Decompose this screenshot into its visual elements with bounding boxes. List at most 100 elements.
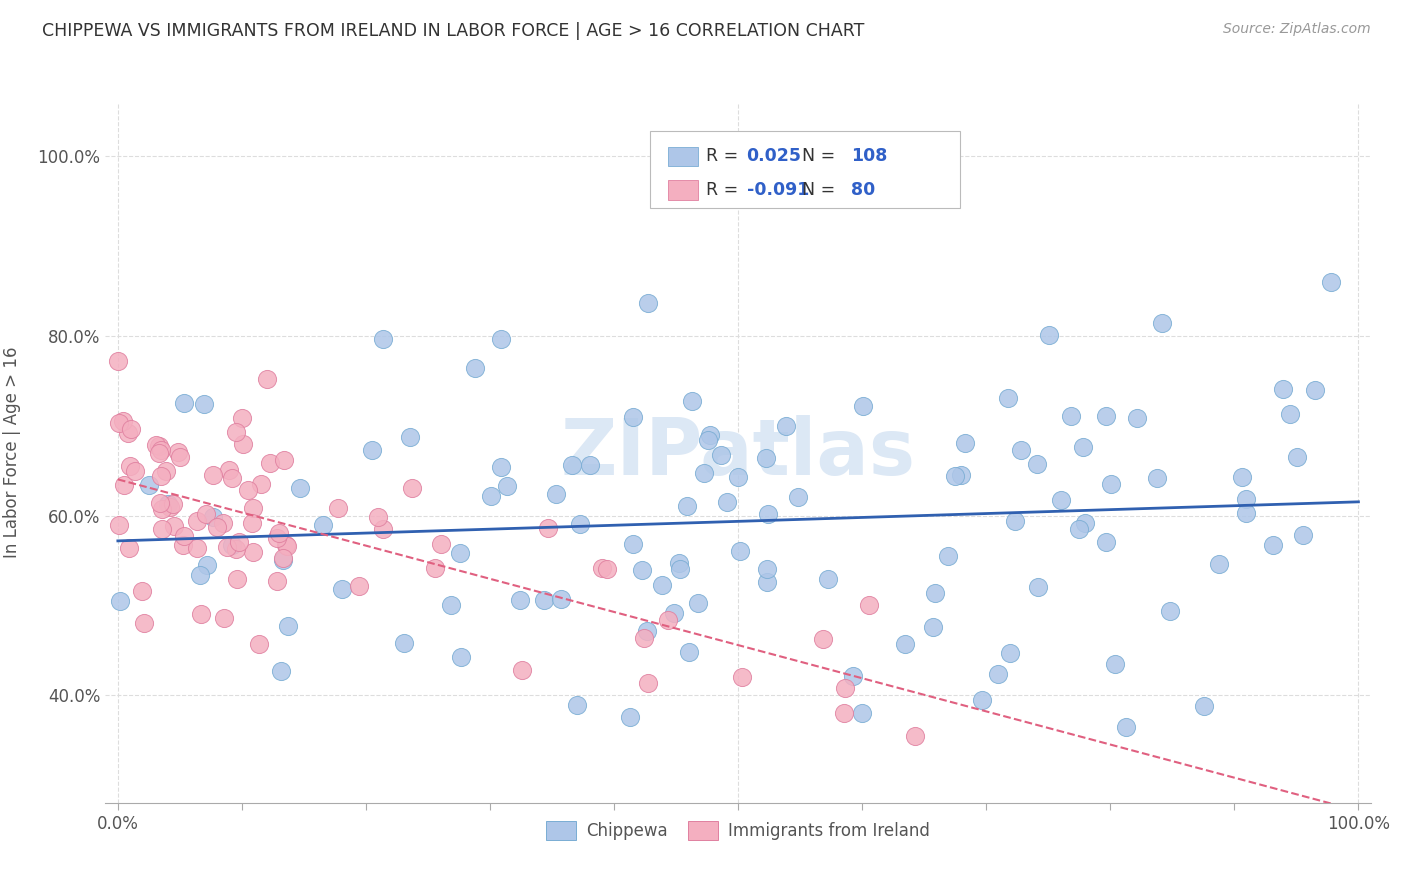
Point bbox=[1074, 516, 1097, 530]
Point bbox=[225, 425, 247, 439]
Point bbox=[1095, 534, 1118, 549]
Point bbox=[953, 436, 976, 450]
Point bbox=[716, 495, 738, 509]
Point bbox=[1279, 407, 1302, 421]
Point bbox=[276, 539, 298, 553]
Point bbox=[1271, 382, 1294, 396]
Point bbox=[561, 458, 583, 473]
Point bbox=[193, 397, 215, 411]
Point bbox=[118, 458, 141, 473]
Point bbox=[1026, 580, 1049, 594]
Point bbox=[373, 522, 395, 536]
Point bbox=[479, 489, 502, 503]
Point bbox=[1292, 528, 1315, 542]
Point bbox=[949, 467, 972, 482]
Point bbox=[195, 558, 218, 572]
Point bbox=[904, 730, 927, 744]
Point bbox=[449, 546, 471, 560]
Point bbox=[367, 509, 389, 524]
Point bbox=[149, 469, 172, 483]
Point bbox=[274, 538, 297, 552]
Point bbox=[509, 593, 531, 607]
Point bbox=[496, 479, 519, 493]
Point bbox=[579, 458, 602, 473]
Text: R =: R = bbox=[706, 181, 744, 199]
Point bbox=[188, 567, 211, 582]
Point bbox=[568, 516, 591, 531]
Point bbox=[755, 450, 778, 465]
Text: R =: R = bbox=[706, 147, 749, 166]
Point bbox=[637, 295, 659, 310]
Point bbox=[430, 537, 453, 551]
FancyBboxPatch shape bbox=[668, 146, 697, 166]
Point bbox=[134, 616, 156, 631]
Point bbox=[330, 582, 353, 597]
Point bbox=[242, 501, 264, 516]
Point bbox=[756, 507, 779, 521]
Point bbox=[259, 456, 281, 470]
Point bbox=[398, 430, 420, 444]
Point bbox=[1026, 457, 1049, 471]
Point bbox=[537, 521, 560, 535]
Point bbox=[195, 508, 218, 522]
Point bbox=[657, 613, 679, 627]
Point bbox=[290, 481, 312, 495]
Point bbox=[1004, 514, 1026, 528]
Point bbox=[633, 631, 655, 645]
Point bbox=[817, 572, 839, 586]
Point bbox=[117, 425, 139, 440]
Point bbox=[450, 650, 472, 665]
Point bbox=[755, 562, 778, 576]
Point bbox=[271, 550, 294, 565]
Point bbox=[1150, 316, 1173, 330]
Point bbox=[834, 681, 856, 695]
Point bbox=[131, 584, 153, 599]
Point bbox=[1104, 657, 1126, 672]
Point bbox=[201, 510, 224, 524]
Point bbox=[250, 477, 273, 491]
Point bbox=[533, 592, 555, 607]
Point bbox=[361, 443, 384, 458]
Point bbox=[1232, 469, 1254, 483]
Point bbox=[112, 478, 135, 492]
Point bbox=[1159, 604, 1181, 618]
Point bbox=[108, 517, 131, 532]
Point bbox=[832, 706, 855, 720]
Point bbox=[637, 675, 659, 690]
Point bbox=[271, 553, 294, 567]
Point bbox=[1208, 558, 1230, 572]
Point bbox=[1038, 327, 1060, 342]
Point bbox=[225, 542, 247, 557]
Point bbox=[1192, 699, 1215, 714]
Point bbox=[936, 549, 959, 563]
Point bbox=[326, 500, 349, 515]
Point bbox=[619, 710, 641, 724]
Point bbox=[212, 611, 235, 625]
Point bbox=[1050, 493, 1073, 508]
Text: N =: N = bbox=[792, 147, 841, 166]
Point bbox=[1010, 442, 1032, 457]
Point bbox=[550, 592, 572, 607]
Point bbox=[1234, 491, 1257, 506]
Point bbox=[924, 585, 946, 599]
FancyBboxPatch shape bbox=[650, 130, 960, 208]
Point bbox=[699, 428, 721, 442]
Point bbox=[1115, 720, 1137, 734]
Point bbox=[678, 645, 700, 659]
Point bbox=[240, 516, 263, 530]
Point bbox=[512, 663, 534, 677]
Point bbox=[150, 522, 173, 536]
Point bbox=[347, 579, 370, 593]
Text: CHIPPEWA VS IMMIGRANTS FROM IRELAND IN LABOR FORCE | AGE > 16 CORRELATION CHART: CHIPPEWA VS IMMIGRANTS FROM IRELAND IN L… bbox=[42, 22, 865, 40]
Point bbox=[236, 483, 259, 498]
Point bbox=[851, 706, 873, 720]
Point bbox=[202, 467, 225, 482]
Point bbox=[621, 410, 644, 425]
Point bbox=[169, 450, 191, 464]
Point bbox=[277, 619, 299, 633]
Point bbox=[155, 464, 177, 478]
Point bbox=[858, 598, 880, 612]
Point bbox=[987, 666, 1010, 681]
Point bbox=[217, 540, 239, 554]
Point bbox=[266, 574, 288, 589]
